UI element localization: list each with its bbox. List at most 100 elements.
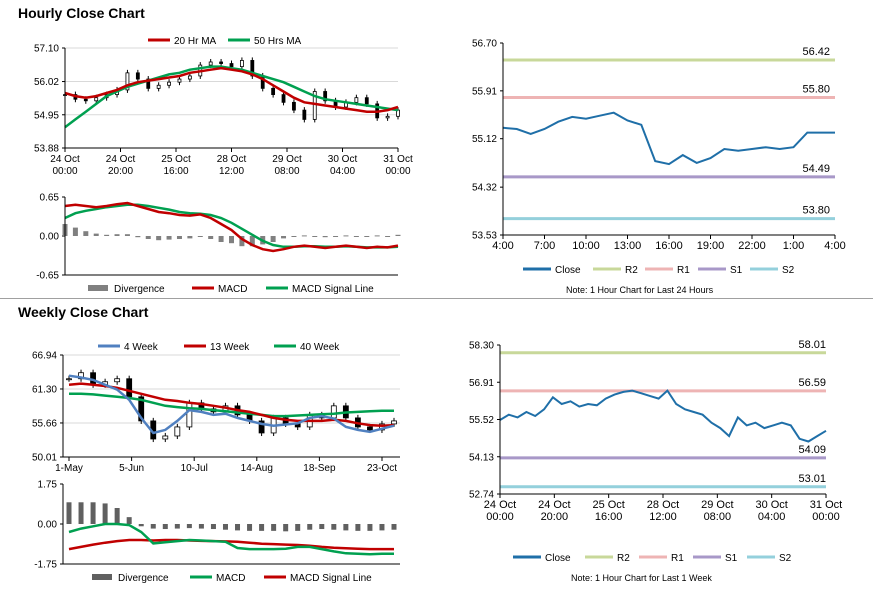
divergence-bar (114, 508, 120, 524)
level-value-r1: 56.59 (798, 377, 826, 389)
x-tick-label: 00:00 (812, 511, 840, 523)
legend-label: Divergence (114, 284, 165, 295)
legend-label: S1 (730, 265, 743, 276)
weekly-candle-body (367, 426, 373, 431)
weekly-candle-body (114, 378, 121, 383)
x-tick-label: 24 Oct (484, 499, 516, 511)
divergence-bar (364, 236, 370, 237)
legend-label: R1 (671, 553, 684, 564)
x-tick-label: 04:00 (758, 511, 786, 523)
divergence-bar (301, 235, 307, 237)
divergence-bar (259, 524, 265, 531)
divergence-bar (281, 236, 287, 239)
hourly-candle-body (219, 61, 223, 64)
divergence-bar (162, 524, 168, 530)
x-tick-label: 25 Oct (592, 499, 624, 511)
divergence-bar (229, 236, 234, 244)
hourly-candle-body (83, 98, 88, 102)
hourly-candle-body (94, 97, 99, 102)
x-tick-label: 25 Oct (161, 154, 191, 165)
divergence-bar (124, 234, 130, 236)
divergence-bar (176, 236, 182, 239)
divergence-bar (379, 524, 385, 531)
divergence-bar (72, 227, 78, 236)
divergence-bar (187, 236, 193, 239)
week13-series-line (68, 382, 395, 427)
divergence-bar (78, 502, 84, 524)
divergence-bar (283, 524, 289, 532)
divergence-bar (247, 524, 253, 531)
x-tick-label: 00:00 (385, 166, 410, 177)
y-tick-label: 66.94 (32, 351, 57, 362)
legend-label: 50 Hrs MA (254, 36, 302, 47)
x-tick-label: 16:00 (595, 511, 623, 523)
divergence-bar (93, 233, 99, 236)
level-value-s1: 54.09 (798, 444, 826, 456)
y-tick-label: 0.00 (38, 520, 58, 531)
divergence-bar (166, 236, 172, 240)
divergence-bar (271, 524, 277, 531)
hourly-candle-body (354, 97, 359, 103)
level-value-s2: 53.01 (798, 473, 826, 485)
x-tick-label: 31 Oct (383, 154, 413, 165)
x-tick-label: 28 Oct (217, 154, 247, 165)
legend-label: Close (555, 265, 581, 276)
divergence-bar (90, 502, 96, 524)
divergence-bar (333, 236, 339, 237)
legend-label: MACD Signal Line (292, 284, 374, 295)
x-tick-label: 1-May (55, 463, 83, 474)
hourly-levels-note: Note: 1 Hour Chart for Last 24 Hours (566, 285, 714, 295)
hourly-candle-body (229, 63, 234, 68)
hourly-candle-body (135, 72, 140, 80)
level-value-r1: 55.80 (802, 84, 830, 96)
divergence-bar (391, 524, 397, 530)
close-series-line (499, 389, 827, 443)
hourly-candle-body (177, 78, 182, 83)
y-tick-label: 54.32 (472, 183, 497, 194)
macd-series-line (64, 201, 399, 253)
y-tick-label: 57.10 (34, 44, 59, 55)
x-tick-label: 04:00 (330, 166, 355, 177)
x-tick-label: 24 Oct (106, 154, 136, 165)
x-tick-label: 30 Oct (755, 499, 787, 511)
hourly-candle-body (167, 81, 171, 86)
hourly-candle-body (302, 109, 307, 120)
y-tick-label: 61.30 (32, 384, 57, 395)
x-tick-label: 19:00 (697, 240, 725, 252)
divergence-bar (295, 524, 301, 531)
legend-label: 20 Hr MA (174, 36, 217, 47)
legend-label: S1 (725, 553, 738, 564)
hourly-candle-body (364, 97, 369, 105)
divergence-bar (319, 524, 325, 530)
x-tick-label: 12:00 (219, 166, 244, 177)
divergence-bar (353, 236, 359, 237)
hourly-candle-body (146, 78, 151, 89)
level-value-s1: 54.49 (802, 163, 830, 175)
divergence-bar (307, 524, 313, 530)
x-tick-label: 10:00 (572, 240, 600, 252)
y-tick-label: 55.12 (472, 134, 497, 145)
divergence-bar (343, 524, 349, 531)
legend-swatch (92, 574, 112, 580)
macd-signal-series-line (68, 538, 394, 551)
divergence-bar (135, 236, 141, 238)
weekly-candle-body (66, 378, 72, 381)
divergence-bar (331, 524, 337, 530)
x-tick-label: 30 Oct (328, 154, 358, 165)
weekly-candle-body (162, 435, 169, 440)
x-tick-label: 20:00 (541, 511, 569, 523)
y-tick-label: 55.66 (32, 418, 57, 429)
y-tick-label: 1.75 (38, 480, 58, 491)
divergence-bar (198, 524, 204, 529)
y-tick-label: 0.00 (40, 232, 60, 243)
y-tick-label: 56.91 (469, 378, 494, 389)
divergence-bar (104, 234, 110, 236)
hourly-candle-body (396, 109, 400, 117)
level-value-s2: 53.80 (802, 205, 830, 217)
x-tick-label: 00:00 (52, 166, 77, 177)
level-value-r2: 58.01 (798, 339, 826, 351)
ma50-series-line (64, 65, 399, 129)
legend-label: R2 (617, 553, 630, 564)
x-tick-label: 7:00 (534, 240, 555, 252)
